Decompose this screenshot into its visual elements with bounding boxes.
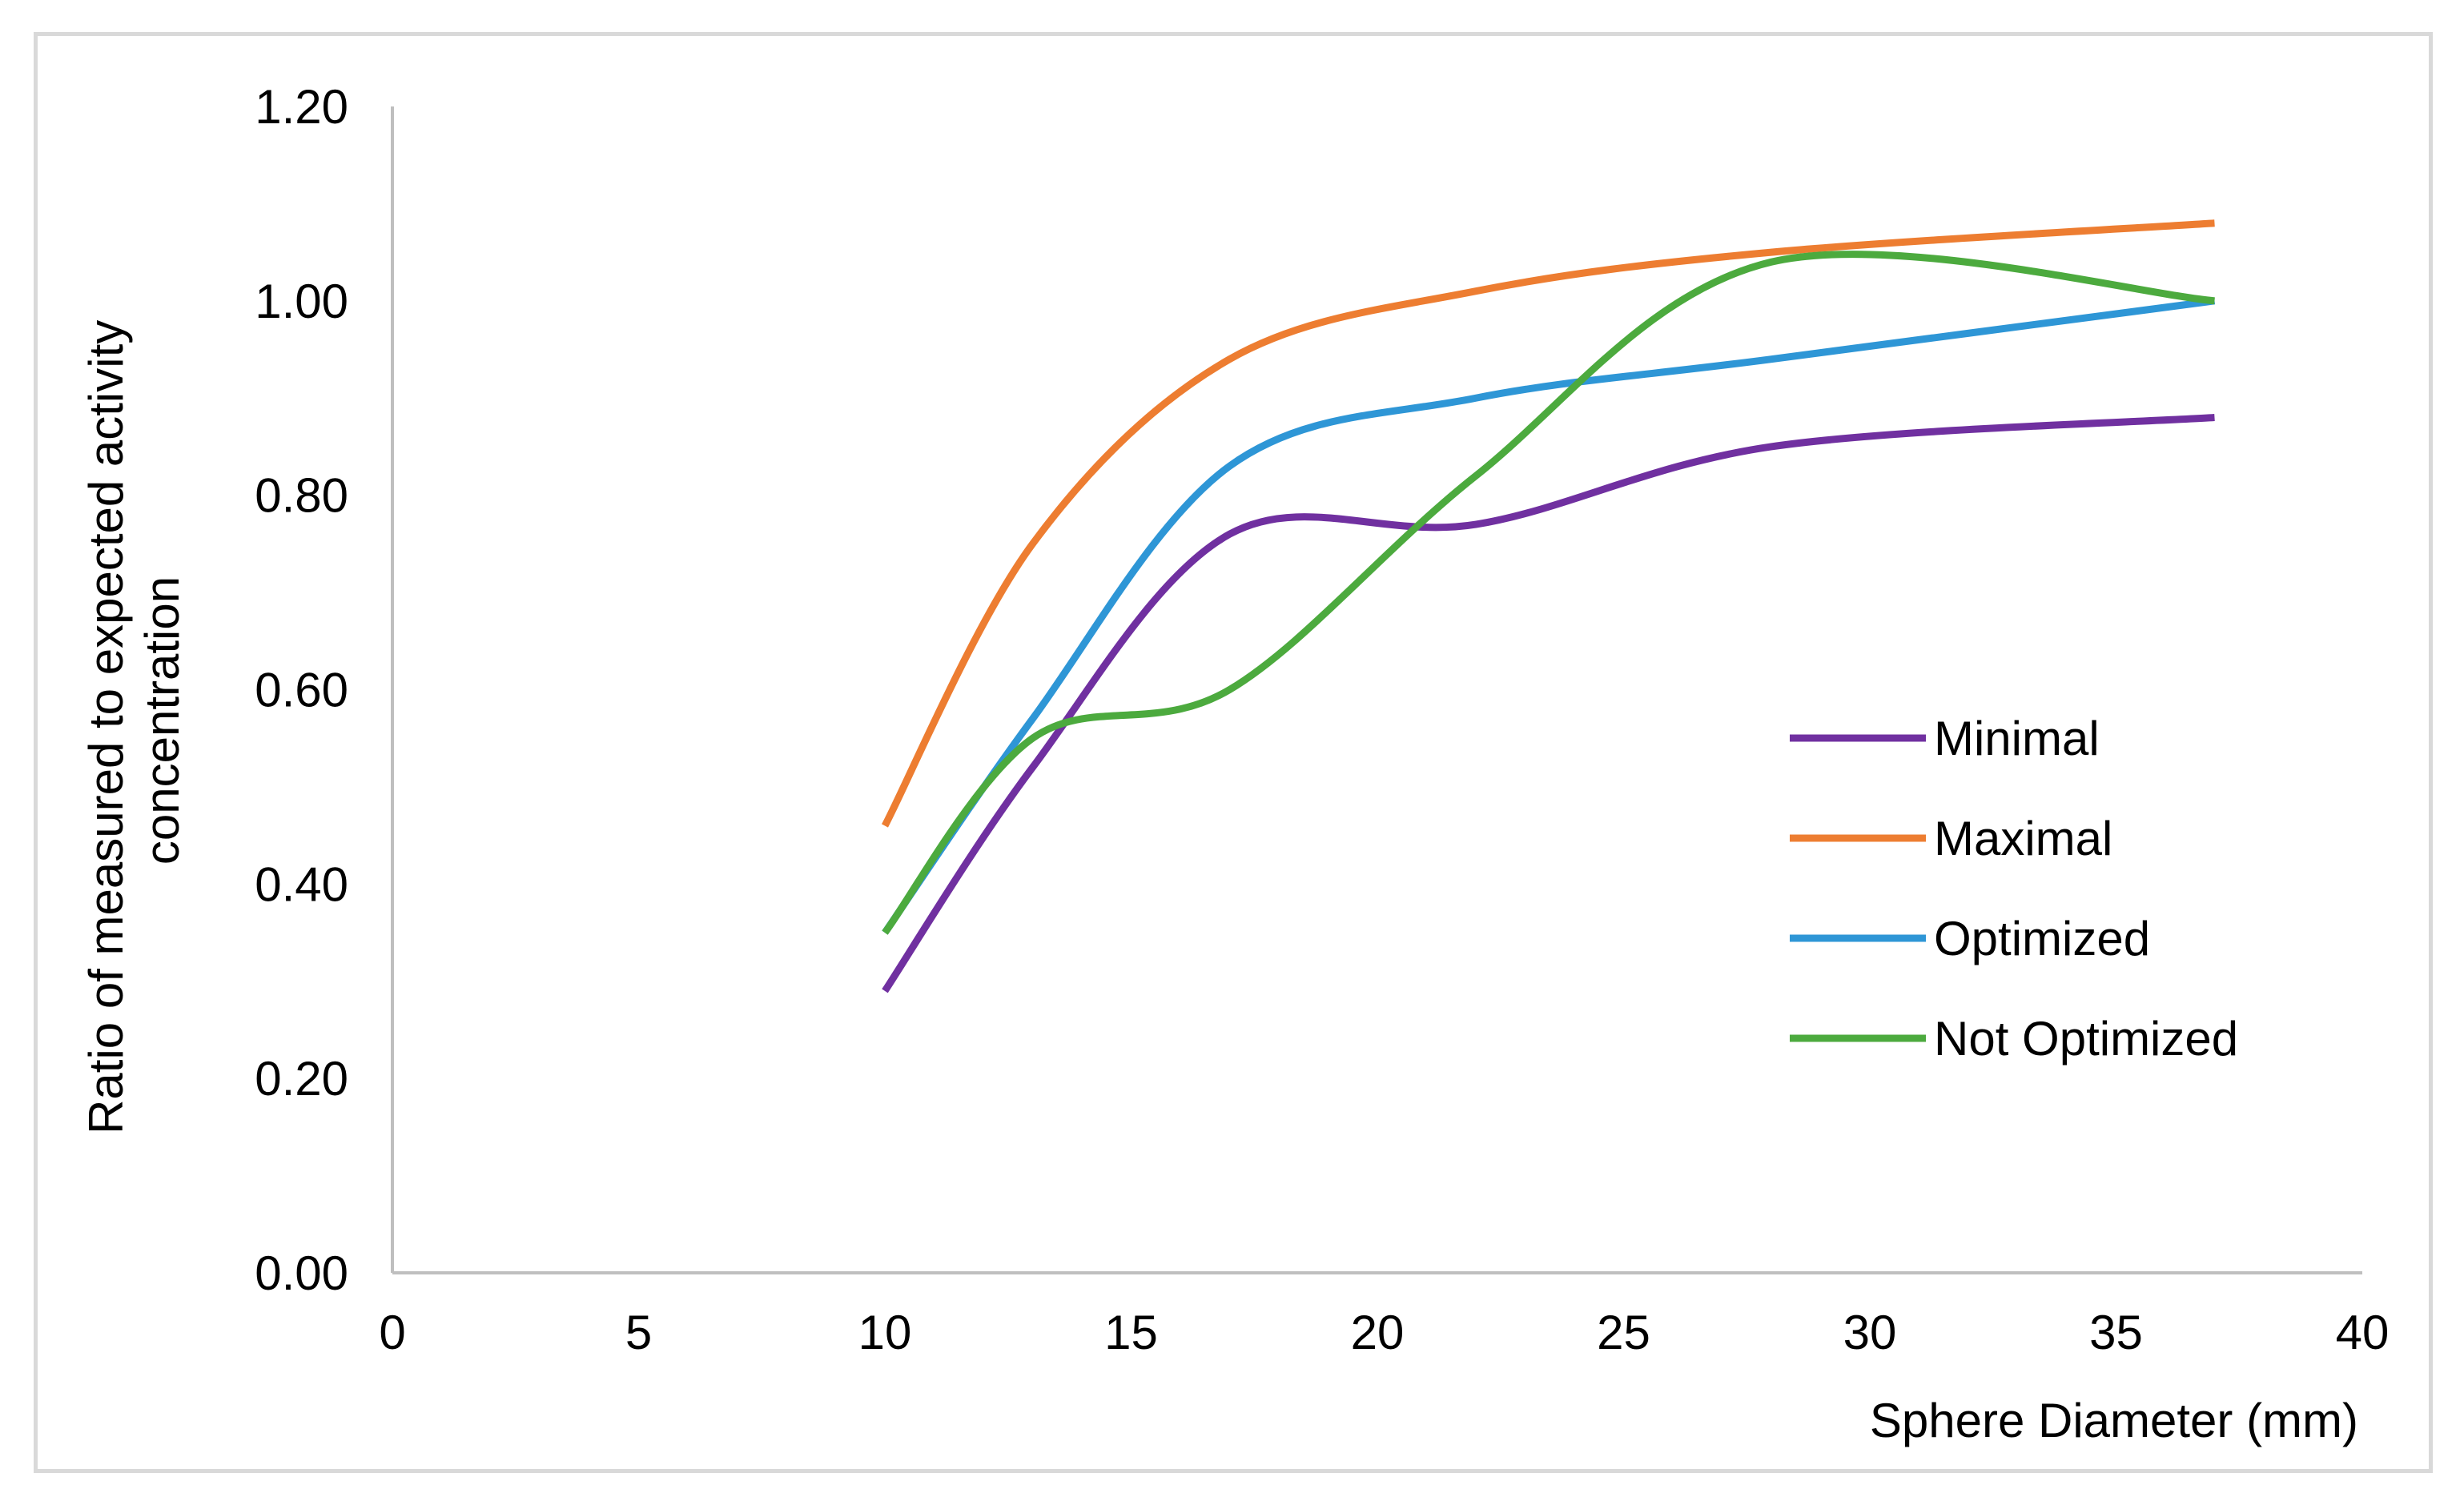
x-tick-label: 35 — [2089, 1306, 2143, 1359]
x-tick-label: 5 — [625, 1306, 652, 1359]
legend-label: Maximal — [1934, 812, 2112, 865]
y-axis-title: Ratio of measured to expected activity c… — [79, 307, 189, 1134]
legend-label: Minimal — [1934, 712, 2100, 765]
x-tick-label: 30 — [1843, 1306, 1897, 1359]
x-axis-title: Sphere Diameter (mm) — [1870, 1394, 2358, 1447]
y-axis-title-line-2: concentration — [135, 576, 189, 865]
y-tick-label: 0.20 — [255, 1052, 348, 1106]
legend-label: Not Optimized — [1934, 1012, 2238, 1066]
series-line-optimized — [882, 297, 2216, 935]
y-tick-label: 0.40 — [255, 857, 348, 911]
y-tick-label: 0.60 — [255, 664, 348, 717]
y-tick-labels: 0.00 0.20 0.40 0.60 0.80 1.00 1.20 — [255, 80, 348, 1300]
axes — [391, 106, 2362, 1274]
series-lines — [882, 219, 2216, 993]
x-tick-label: 40 — [2336, 1306, 2390, 1359]
x-tick-labels: 0 5 10 15 20 25 30 35 40 — [379, 1306, 2389, 1359]
y-tick-label: 1.00 — [255, 275, 348, 328]
x-tick-label: 25 — [1597, 1306, 1650, 1359]
x-tick-label: 0 — [379, 1306, 405, 1359]
x-tick-label: 10 — [858, 1306, 912, 1359]
y-tick-label: 1.20 — [255, 80, 348, 134]
series-line-not-optimized — [882, 251, 2215, 935]
legend: Minimal Maximal Optimized Not Optimized — [1790, 712, 2238, 1066]
y-tick-label: 0.80 — [255, 469, 348, 523]
legend-label: Optimized — [1934, 912, 2150, 965]
y-axis-title-line-1: Ratio of measured to expected activity — [79, 320, 133, 1134]
x-tick-label: 20 — [1351, 1306, 1405, 1359]
y-tick-label: 0.00 — [255, 1246, 348, 1300]
series-line-minimal — [882, 414, 2215, 993]
series-line-maximal — [882, 219, 2215, 828]
x-tick-label: 15 — [1104, 1306, 1158, 1359]
